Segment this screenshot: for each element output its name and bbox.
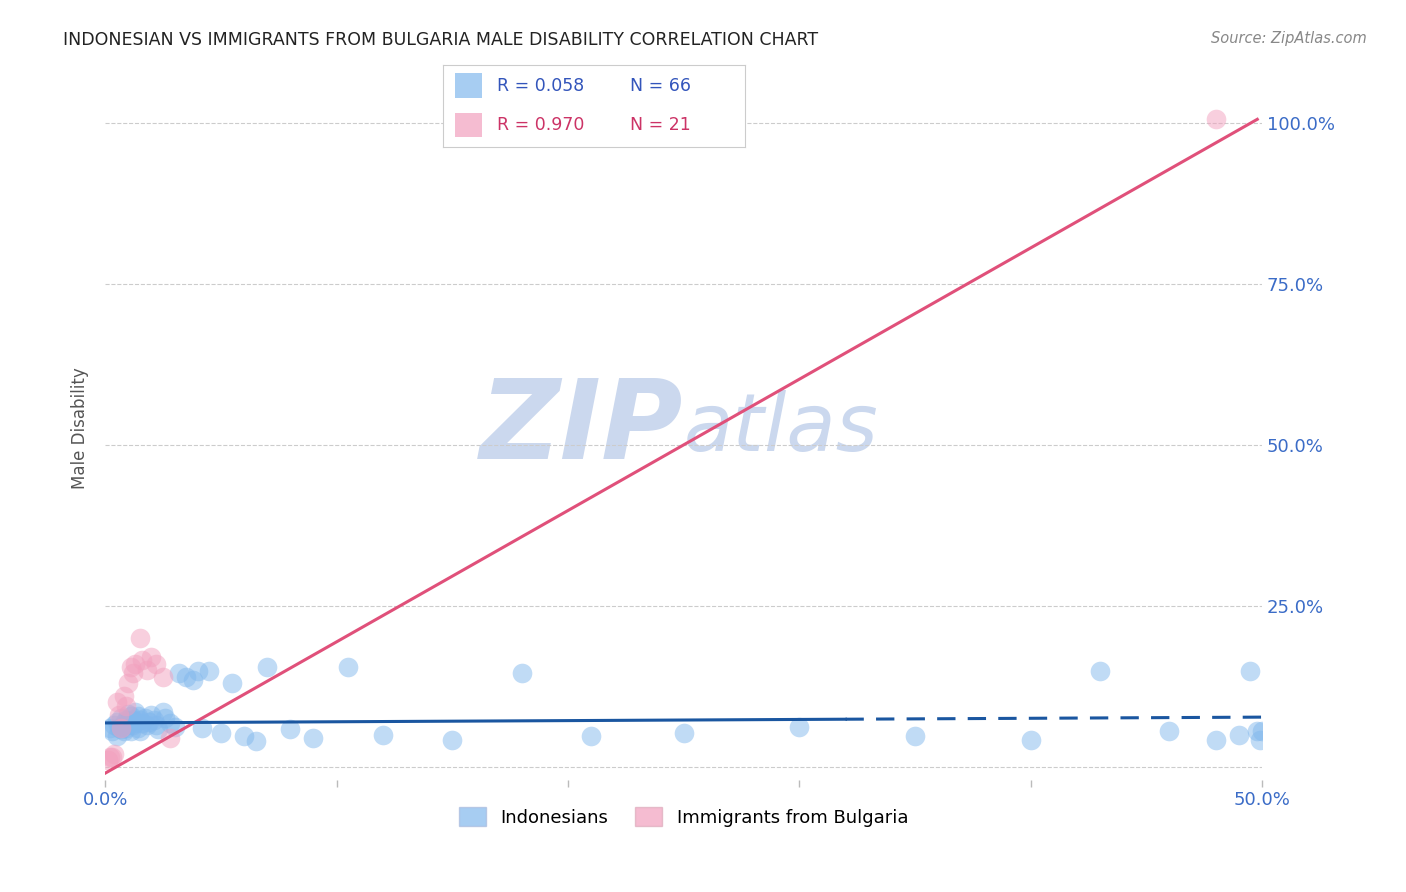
Point (134, 711, 156, 725)
Point (103, 718, 125, 732)
Bar (456, 112, 482, 137)
Text: INDONESIAN VS IMMIGRANTS FROM BULGARIA MALE DISABILITY CORRELATION CHART: INDONESIAN VS IMMIGRANTS FROM BULGARIA M… (63, 31, 818, 49)
Point (181, 673, 204, 687)
Point (904, 729, 927, 743)
Point (672, 726, 695, 740)
Point (129, 714, 152, 728)
Point (145, 657, 167, 671)
Point (138, 714, 160, 729)
Point (579, 729, 602, 743)
Point (787, 720, 810, 734)
Point (110, 721, 132, 735)
Point (1019, 732, 1042, 747)
Point (167, 666, 190, 681)
Point (148, 723, 170, 737)
Point (117, 706, 139, 721)
Point (1246, 724, 1268, 739)
Point (135, 718, 157, 732)
Point (120, 660, 142, 674)
Point (174, 669, 197, 683)
Point (108, 708, 131, 723)
Point (142, 714, 165, 728)
Legend: Indonesians, Immigrants from Bulgaria: Indonesians, Immigrants from Bulgaria (451, 800, 915, 834)
Point (108, 721, 131, 735)
Text: N = 66: N = 66 (630, 77, 692, 95)
Point (159, 715, 181, 730)
Point (103, 747, 125, 761)
Point (101, 724, 124, 739)
Point (112, 715, 135, 730)
Point (127, 709, 149, 723)
Point (115, 698, 138, 713)
Point (124, 657, 146, 671)
Point (105, 729, 128, 743)
Point (122, 666, 145, 681)
Point (278, 723, 301, 737)
Point (120, 709, 142, 723)
Point (1239, 665, 1261, 679)
Text: R = 0.058: R = 0.058 (498, 77, 585, 95)
Point (1088, 665, 1111, 679)
Point (115, 721, 138, 735)
Point (112, 724, 135, 739)
Point (198, 665, 221, 679)
Point (105, 695, 128, 709)
Point (302, 731, 325, 745)
Point (245, 734, 267, 748)
Point (115, 714, 138, 728)
Point (441, 732, 464, 747)
Point (152, 669, 174, 683)
Point (117, 676, 139, 690)
Point (98, 721, 121, 735)
Y-axis label: Male Disability: Male Disability (72, 368, 89, 490)
Point (110, 711, 132, 725)
Point (101, 750, 124, 764)
Point (221, 676, 243, 690)
Point (256, 660, 278, 674)
Point (124, 715, 146, 730)
Point (122, 714, 145, 728)
Point (1159, 724, 1181, 739)
Point (105, 714, 128, 729)
Point (129, 724, 152, 739)
Point (141, 650, 163, 665)
Text: N = 21: N = 21 (630, 116, 692, 134)
Point (135, 663, 157, 677)
Point (163, 720, 186, 734)
Point (145, 718, 167, 732)
Text: Source: ZipAtlas.com: Source: ZipAtlas.com (1211, 31, 1367, 46)
Point (1205, 112, 1227, 127)
Point (159, 731, 181, 745)
Bar (456, 73, 482, 98)
Text: atlas: atlas (683, 390, 879, 467)
Point (209, 726, 232, 740)
Point (1251, 724, 1274, 739)
Point (129, 631, 152, 645)
Point (117, 718, 139, 732)
Point (510, 666, 533, 681)
Point (124, 705, 146, 719)
Point (152, 705, 174, 719)
Point (120, 724, 142, 739)
Point (131, 715, 153, 730)
Point (122, 718, 145, 732)
Point (141, 708, 163, 723)
Point (112, 689, 135, 703)
Point (233, 729, 256, 743)
Text: ZIP: ZIP (479, 375, 683, 482)
Point (187, 665, 209, 679)
Point (1249, 732, 1271, 747)
Point (131, 653, 153, 667)
Point (110, 723, 132, 737)
Point (127, 721, 149, 735)
Point (371, 727, 394, 741)
Point (155, 711, 177, 725)
Text: R = 0.970: R = 0.970 (498, 116, 585, 134)
Point (1227, 727, 1250, 741)
Point (96, 753, 118, 767)
Point (337, 660, 360, 674)
Point (1205, 732, 1227, 747)
Point (98, 750, 121, 764)
Point (191, 721, 214, 735)
